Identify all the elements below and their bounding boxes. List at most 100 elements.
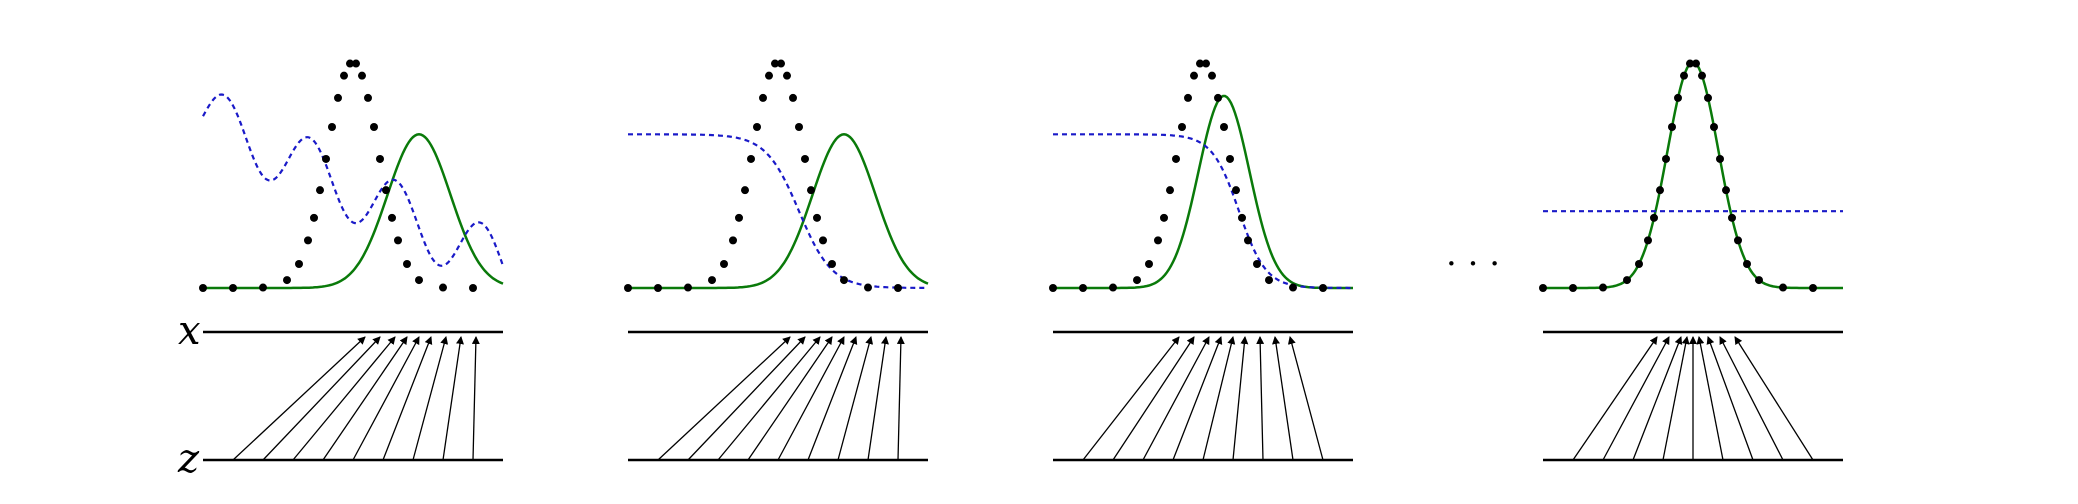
data-sample-dot xyxy=(1635,259,1643,268)
generator-density-curve xyxy=(203,133,504,290)
mapping-arrow xyxy=(1734,336,1814,461)
data-sample-dot xyxy=(1265,276,1273,285)
data-sample-dot xyxy=(259,283,267,292)
generator-density-curve xyxy=(1053,94,1353,290)
data-sample-dot xyxy=(1728,213,1736,222)
mapping-arrow xyxy=(352,336,420,461)
data-sample-dot xyxy=(1145,259,1153,268)
data-sample-dot xyxy=(310,213,318,222)
mapping-arrow xyxy=(1256,336,1265,461)
data-sample-dot xyxy=(1539,284,1547,292)
data-sample-dot xyxy=(1674,93,1682,102)
data-sample-dot xyxy=(376,154,384,163)
data-sample-dot xyxy=(1569,283,1577,292)
data-sample-dot xyxy=(1755,276,1763,285)
data-sample-dot xyxy=(1133,276,1141,285)
data-sample-dot xyxy=(340,71,348,80)
discriminator-curve xyxy=(1053,133,1353,290)
data-sample-dot xyxy=(229,283,237,292)
data-sample-dot xyxy=(759,93,767,102)
mapping-arrow xyxy=(1082,336,1180,461)
data-sample-dot xyxy=(1599,283,1607,292)
data-sample-dot xyxy=(894,283,902,292)
data-sample-dot xyxy=(415,276,423,285)
mapping-arrow xyxy=(837,336,874,461)
data-sample-dot xyxy=(1710,122,1718,131)
data-sample-dot xyxy=(624,284,632,292)
data-sample-dot xyxy=(795,122,803,131)
data-sample-dot xyxy=(352,59,360,68)
generator-density-curve xyxy=(1543,60,1843,290)
mapping-arrow xyxy=(896,336,905,461)
mapping-arrow xyxy=(232,336,366,461)
data-sample-dot xyxy=(654,283,662,292)
data-sample-dot xyxy=(741,186,749,195)
mapping-arrow xyxy=(1632,336,1683,461)
data-sample-dot xyxy=(1319,283,1327,292)
data-sample-dot xyxy=(1232,186,1240,195)
mapping-arrow xyxy=(807,336,858,461)
data-sample-dot xyxy=(807,186,815,195)
data-sample-dot xyxy=(1220,122,1228,131)
panel-step-d xyxy=(1539,59,1843,462)
mapping-arrow xyxy=(1602,336,1670,461)
data-sample-dot xyxy=(1644,236,1652,245)
data-sample-dot xyxy=(1623,276,1631,285)
mapping-arrow xyxy=(1112,336,1195,461)
data-sample-dot xyxy=(813,213,821,222)
data-sample-dot xyxy=(1172,154,1180,163)
data-sample-dot xyxy=(469,283,477,292)
data-sample-dot xyxy=(771,59,779,68)
data-sample-dot xyxy=(304,236,312,245)
mapping-arrow xyxy=(1287,336,1324,461)
mapping-arrow xyxy=(412,336,449,461)
data-sample-dot xyxy=(864,283,872,292)
data-sample-dot xyxy=(1779,283,1787,292)
data-sample-dot xyxy=(394,236,402,245)
data-sample-dot xyxy=(1154,236,1162,245)
data-sample-dot xyxy=(1668,122,1676,131)
mapping-arrow xyxy=(1172,336,1223,461)
mapping-arrow xyxy=(687,336,806,461)
data-sample-dot xyxy=(801,154,809,163)
data-sample-dot xyxy=(403,259,411,268)
data-sample-dot xyxy=(322,154,330,163)
mapping-arrow xyxy=(1142,336,1210,461)
data-sample-dot xyxy=(1680,71,1688,80)
mapping-arrow xyxy=(1719,336,1784,461)
mapping-arrow xyxy=(1232,336,1249,461)
mapping-arrow xyxy=(1706,336,1754,461)
data-sample-dot xyxy=(346,59,354,68)
data-sample-dot xyxy=(1809,283,1817,292)
data-sample-dot xyxy=(316,186,324,195)
data-sample-dot xyxy=(1214,93,1222,102)
data-sample-dot xyxy=(708,276,716,285)
data-sample-dot xyxy=(747,154,755,163)
panel-step-c xyxy=(1049,59,1353,462)
ellipsis: · · · xyxy=(1446,244,1500,284)
data-sample-dot xyxy=(1202,59,1210,68)
data-sample-dot xyxy=(1049,284,1057,292)
data-sample-dot xyxy=(1226,154,1234,163)
data-sample-dot xyxy=(1722,186,1730,195)
mapping-arrow xyxy=(1662,336,1690,461)
data-sample-dot xyxy=(1178,122,1186,131)
data-sample-dot xyxy=(1704,93,1712,102)
panels-group xyxy=(199,59,1843,462)
data-sample-dot xyxy=(735,213,743,222)
mapping-arrow xyxy=(292,336,396,461)
data-sample-dot xyxy=(364,93,372,102)
z-axis-label: z xyxy=(177,436,200,482)
data-sample-dot xyxy=(1079,283,1087,292)
data-sample-dot xyxy=(840,276,848,285)
panel-step-a xyxy=(199,59,505,462)
data-sample-dot xyxy=(1244,236,1252,245)
mapping-arrow xyxy=(867,336,889,461)
data-sample-dot xyxy=(199,284,207,292)
mapping-arrow xyxy=(1572,336,1658,461)
data-sample-dot xyxy=(1208,71,1216,80)
data-sample-dot xyxy=(370,122,378,131)
data-sample-dot xyxy=(1686,59,1694,68)
data-sample-dot xyxy=(1166,186,1174,195)
data-sample-dot xyxy=(1238,213,1246,222)
